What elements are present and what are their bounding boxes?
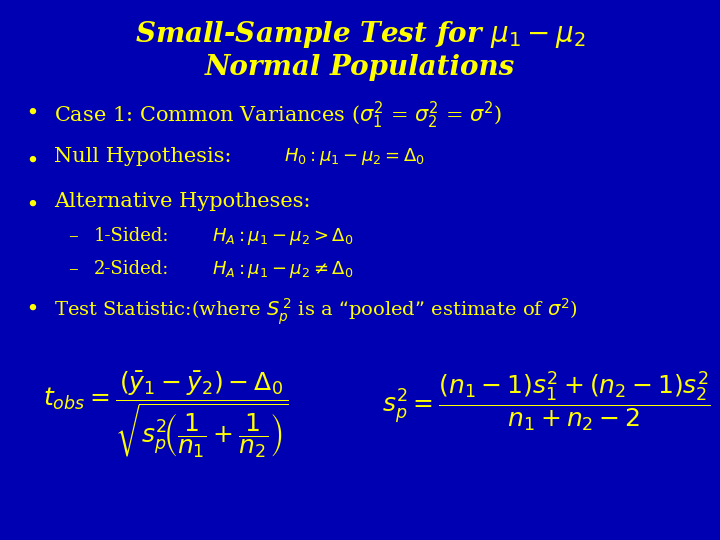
Text: Case 1: Common Variances ($\sigma_1^2$ = $\sigma_2^2$ = $\sigma^2$): Case 1: Common Variances ($\sigma_1^2$ =… [54,100,502,131]
Text: 1-Sided:: 1-Sided: [94,227,169,245]
Text: $\bullet$: $\bullet$ [25,147,37,170]
Text: –: – [68,260,78,278]
Text: Small-Sample Test for $\mu_1-\mu_2$: Small-Sample Test for $\mu_1-\mu_2$ [135,19,585,50]
Text: $\bullet$: $\bullet$ [25,100,37,122]
Text: $H_0 : \mu_1 - \mu_2 = \Delta_0$: $H_0 : \mu_1 - \mu_2 = \Delta_0$ [284,146,426,167]
Text: $s_p^2 = \dfrac{(n_1 - 1)s_1^2 + (n_2 - 1)s_2^2}{n_1 + n_2 - 2}$: $s_p^2 = \dfrac{(n_1 - 1)s_1^2 + (n_2 - … [382,370,711,434]
Text: $\bullet$: $\bullet$ [25,192,37,214]
Text: $H_A : \mu_1 - \mu_2 \neq \Delta_0$: $H_A : \mu_1 - \mu_2 \neq \Delta_0$ [212,259,354,280]
Text: Null Hypothesis:: Null Hypothesis: [54,147,232,166]
Text: $\bullet$: $\bullet$ [25,296,37,318]
Text: 2-Sided:: 2-Sided: [94,260,169,278]
Text: Alternative Hypotheses:: Alternative Hypotheses: [54,192,310,211]
Text: $t_{obs} = \dfrac{(\bar{y}_1 - \bar{y}_2) - \Delta_0}{\sqrt{s_p^2\!\left(\dfrac{: $t_{obs} = \dfrac{(\bar{y}_1 - \bar{y}_2… [43,370,289,461]
Text: Normal Populations: Normal Populations [205,54,515,81]
Text: –: – [68,227,78,245]
Text: $H_A : \mu_1 - \mu_2 > \Delta_0$: $H_A : \mu_1 - \mu_2 > \Delta_0$ [212,226,354,247]
Text: Test Statistic:(where $S_p^{\,2}$ is a “pooled” estimate of $\sigma^2$): Test Statistic:(where $S_p^{\,2}$ is a “… [54,296,577,327]
